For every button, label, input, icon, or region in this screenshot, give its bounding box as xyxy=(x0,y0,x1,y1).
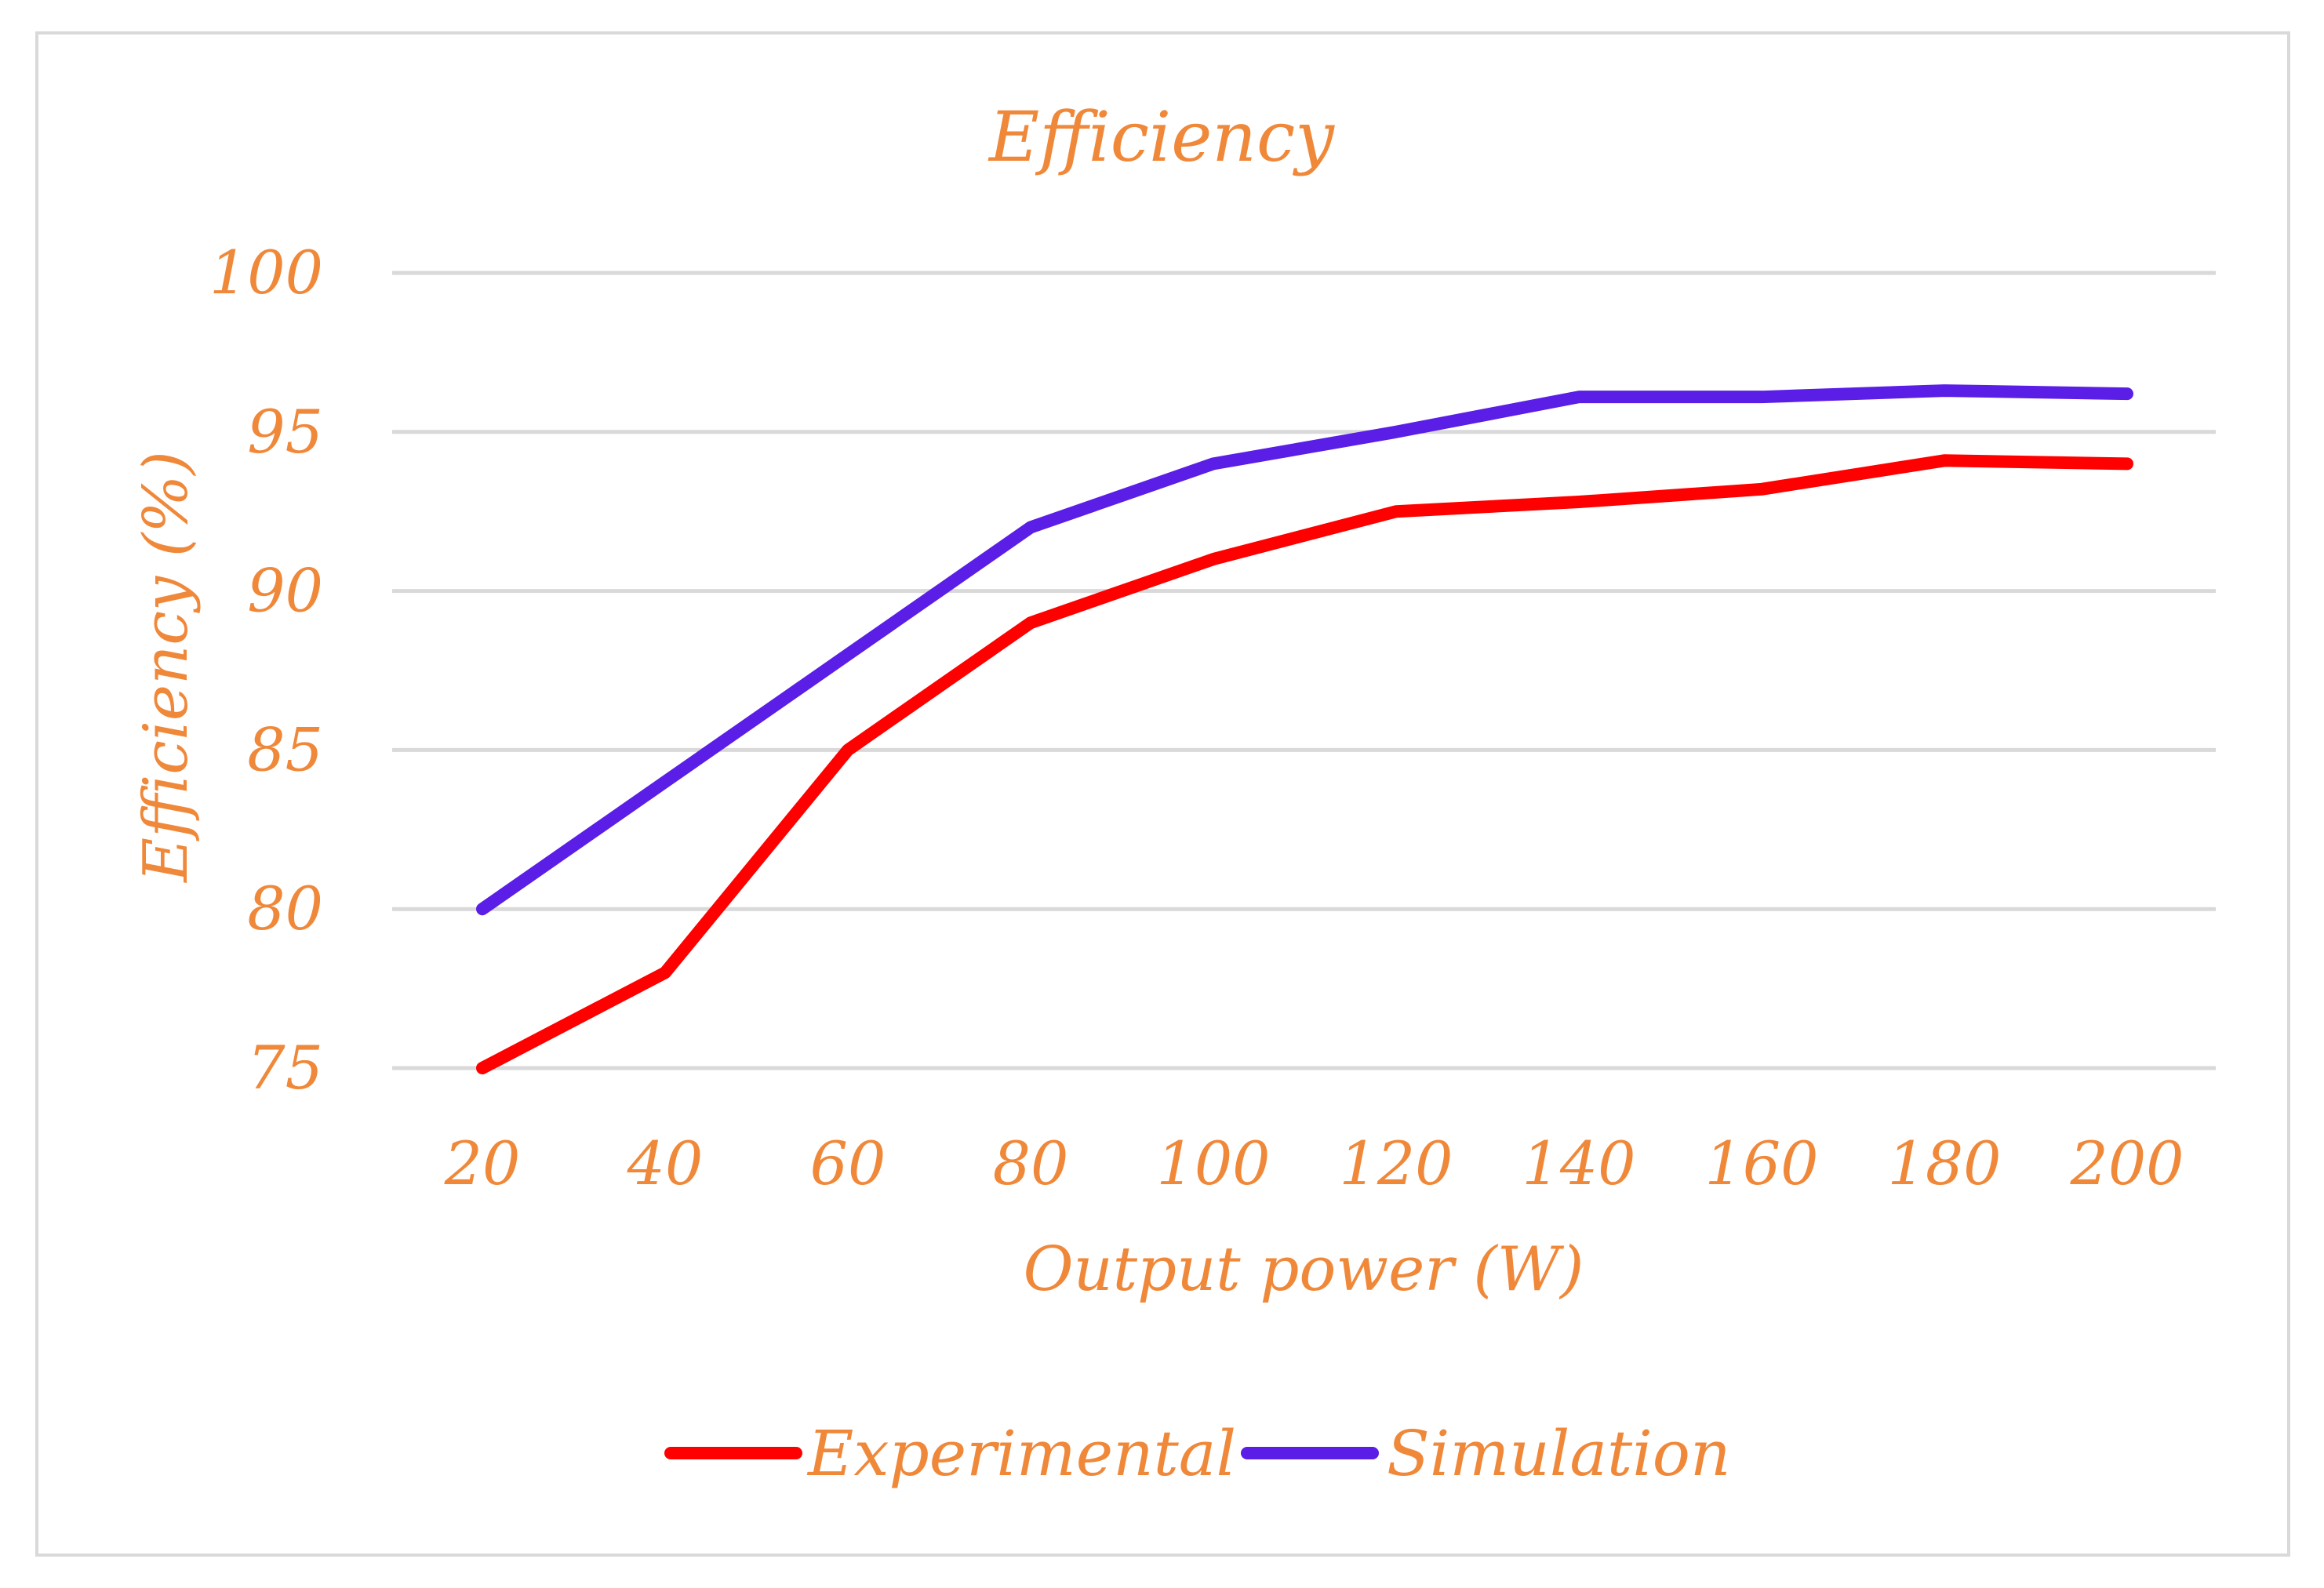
chart-title: Efficiency xyxy=(987,96,1335,177)
x-tick-label-100: 100 xyxy=(1156,1128,1270,1198)
x-tick-label-160: 160 xyxy=(1704,1128,1818,1198)
x-tick-label-200: 200 xyxy=(2069,1128,2184,1198)
x-axis-label: Output power (W) xyxy=(1024,1234,1584,1305)
legend-label-simulation: Simulation xyxy=(1387,1417,1730,1490)
y-tick-label-100: 100 xyxy=(209,238,323,307)
y-axis-label: Efficiency (%) xyxy=(131,451,202,884)
series-line-simulation xyxy=(476,384,2133,916)
legend-label-experimental: Experimental xyxy=(806,1417,1236,1490)
y-axis-tick-labels: 75 80 85 90 95 100 xyxy=(209,238,323,1103)
series-line-experimental xyxy=(476,454,2133,1074)
legend: Experimental Simulation xyxy=(664,1417,1730,1490)
y-tick-label-75: 75 xyxy=(247,1033,323,1103)
x-tick-label-140: 140 xyxy=(1522,1128,1635,1198)
y-tick-label-90: 90 xyxy=(247,556,323,626)
x-tick-label-120: 120 xyxy=(1339,1128,1453,1198)
x-tick-label-40: 40 xyxy=(627,1128,704,1198)
y-tick-label-95: 95 xyxy=(247,397,323,467)
x-tick-label-60: 60 xyxy=(810,1128,886,1198)
x-tick-label-20: 20 xyxy=(444,1128,521,1198)
x-tick-label-180: 180 xyxy=(1887,1128,2001,1198)
y-tick-label-80: 80 xyxy=(247,874,323,943)
y-tick-label-85: 85 xyxy=(247,714,323,784)
grid-lines xyxy=(392,271,2216,1070)
x-tick-label-80: 80 xyxy=(993,1128,1069,1198)
x-axis-tick-labels: 20 40 60 80 100 120 140 160 180 200 xyxy=(444,1128,2184,1198)
series-lines xyxy=(476,384,2133,1074)
chart-frame xyxy=(35,31,2290,1557)
